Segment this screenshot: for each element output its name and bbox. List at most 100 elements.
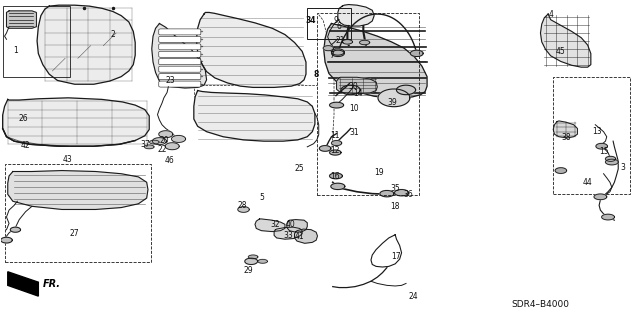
Polygon shape [332,50,344,56]
Text: 17: 17 [392,252,401,261]
Polygon shape [332,49,344,55]
Text: 28: 28 [237,201,247,210]
Text: 2: 2 [111,30,115,39]
Text: 7: 7 [329,51,334,60]
Bar [307,8,351,39]
Text: 14: 14 [353,89,363,98]
Polygon shape [8,272,38,296]
Text: 12: 12 [330,145,340,154]
Polygon shape [245,258,257,264]
Text: 13: 13 [592,127,602,136]
Text: 8: 8 [314,70,319,78]
Text: 45: 45 [556,48,566,56]
Text: 35: 35 [390,184,400,193]
Polygon shape [172,136,186,142]
Text: 21: 21 [335,36,344,45]
Text: 36: 36 [403,190,413,199]
Text: 39: 39 [388,98,397,107]
Text: 6: 6 [337,22,342,31]
Text: 16: 16 [330,172,339,182]
FancyBboxPatch shape [159,66,201,72]
Polygon shape [594,194,607,200]
Text: 20: 20 [160,136,170,145]
Bar [553,77,630,194]
Text: 25: 25 [295,165,305,174]
Text: 22: 22 [157,145,166,154]
FancyBboxPatch shape [159,36,201,42]
Text: 37: 37 [141,140,150,149]
Text: 32: 32 [271,220,280,229]
Text: 5: 5 [259,193,264,202]
Polygon shape [341,85,360,95]
Text: 4: 4 [548,10,553,19]
Polygon shape [323,46,333,51]
Polygon shape [553,121,577,138]
Text: FR.: FR. [43,279,61,289]
Polygon shape [605,156,616,161]
Polygon shape [338,4,374,26]
Polygon shape [145,145,154,149]
Text: 46: 46 [164,156,175,165]
Polygon shape [378,89,410,107]
Polygon shape [194,91,315,141]
Bar [4,164,151,262]
Text: 26: 26 [19,114,29,123]
FancyBboxPatch shape [159,44,201,50]
Polygon shape [255,219,285,232]
Polygon shape [10,227,20,232]
Text: 15: 15 [599,147,609,156]
Polygon shape [3,98,149,146]
Polygon shape [332,141,342,145]
Polygon shape [1,237,12,243]
Polygon shape [165,143,179,150]
Polygon shape [330,102,344,108]
Text: 40: 40 [285,220,295,229]
Text: 27: 27 [70,229,79,238]
Polygon shape [395,189,408,196]
FancyBboxPatch shape [159,59,201,65]
Text: 33: 33 [284,231,294,240]
Text: 9: 9 [333,16,339,25]
FancyBboxPatch shape [159,29,201,35]
Polygon shape [150,140,159,144]
Polygon shape [410,50,423,56]
Polygon shape [287,219,307,232]
Text: 1: 1 [13,46,18,55]
Text: 42: 42 [20,141,31,150]
Polygon shape [324,24,427,98]
Text: SDR4–B4000: SDR4–B4000 [511,300,569,309]
Polygon shape [258,259,268,263]
Polygon shape [331,183,345,189]
Polygon shape [380,190,394,197]
Text: 31: 31 [349,128,359,137]
Polygon shape [152,24,207,88]
Polygon shape [337,77,378,94]
Polygon shape [360,40,370,45]
Text: 3: 3 [620,163,625,172]
Text: 18: 18 [390,202,400,211]
Text: 34: 34 [306,16,316,25]
Text: 41: 41 [294,232,304,241]
Text: 43: 43 [62,155,72,164]
Text: 19: 19 [374,168,383,177]
Polygon shape [238,207,249,212]
Text: 30: 30 [349,82,358,91]
Text: 24: 24 [408,292,418,300]
Polygon shape [596,143,607,149]
Text: 10: 10 [349,104,359,113]
Polygon shape [6,11,36,28]
Polygon shape [319,145,331,151]
FancyBboxPatch shape [159,81,201,87]
Polygon shape [8,171,148,210]
Polygon shape [555,168,566,174]
Text: 11: 11 [330,131,339,140]
FancyBboxPatch shape [159,51,201,57]
Polygon shape [330,150,341,155]
Polygon shape [274,227,302,239]
Text: 44: 44 [583,178,593,187]
Text: 23: 23 [166,76,175,85]
Polygon shape [605,159,618,165]
Polygon shape [159,131,173,138]
Polygon shape [602,214,614,220]
Polygon shape [196,12,306,87]
